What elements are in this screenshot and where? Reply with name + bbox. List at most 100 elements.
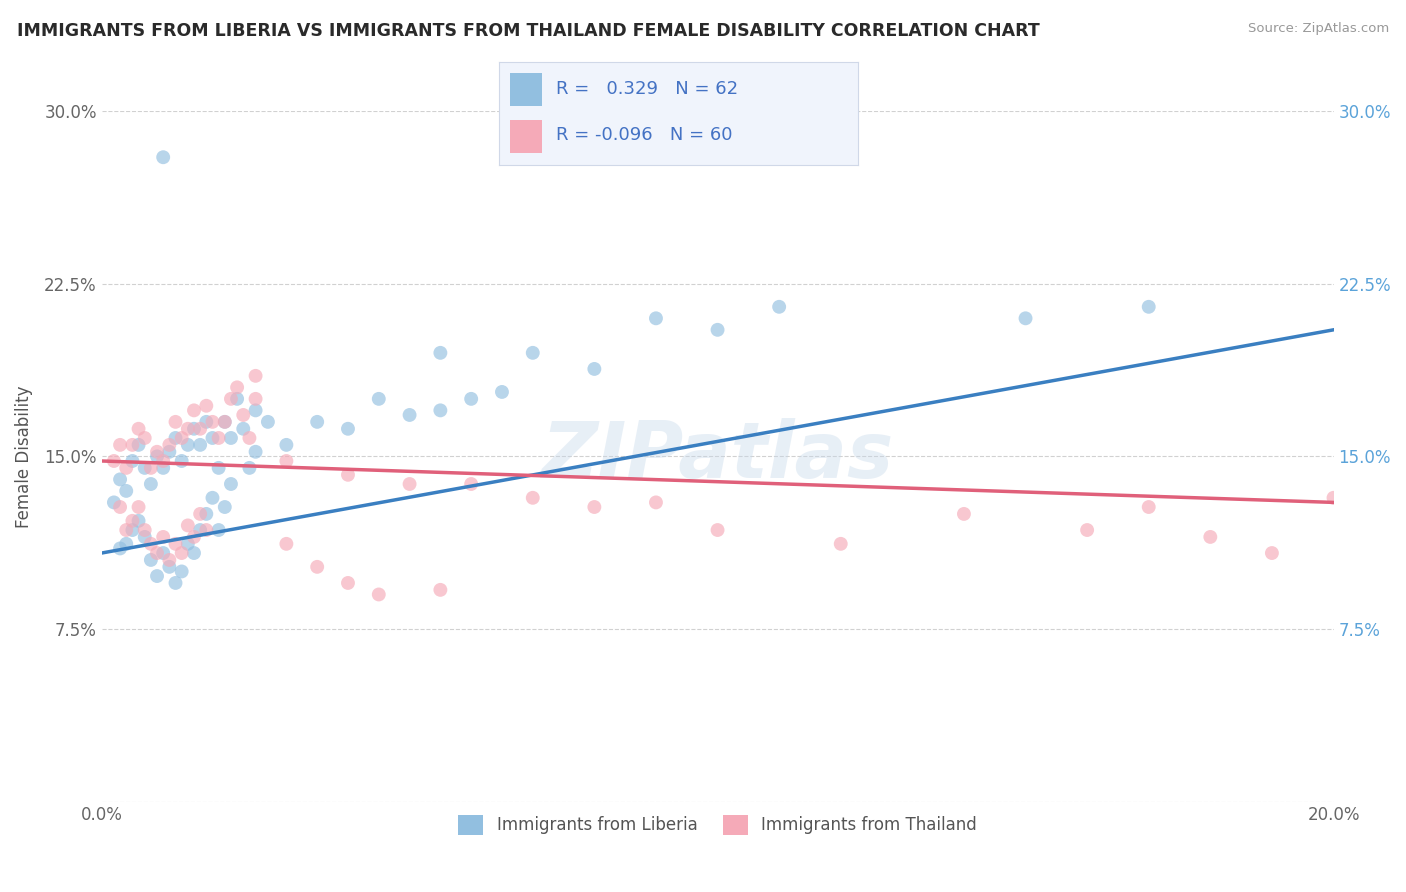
Point	[146, 546, 169, 560]
Point	[121, 438, 143, 452]
Point	[115, 483, 138, 498]
Point	[134, 461, 156, 475]
Point	[429, 582, 451, 597]
Point	[139, 553, 162, 567]
Point	[491, 384, 513, 399]
Point	[522, 346, 544, 360]
Point	[953, 507, 976, 521]
Point	[232, 422, 254, 436]
Text: R =   0.329   N = 62: R = 0.329 N = 62	[557, 79, 738, 97]
Point	[768, 300, 790, 314]
Point	[207, 523, 229, 537]
Point	[115, 461, 138, 475]
Point	[214, 415, 236, 429]
Point	[201, 415, 224, 429]
Point	[146, 450, 169, 464]
Point	[121, 454, 143, 468]
Point	[183, 546, 205, 560]
Point	[219, 431, 242, 445]
Point	[170, 431, 193, 445]
Point	[128, 514, 150, 528]
Point	[245, 368, 267, 383]
Point	[165, 415, 187, 429]
Point	[128, 438, 150, 452]
Point	[188, 438, 211, 452]
Point	[177, 537, 200, 551]
Point	[115, 537, 138, 551]
Bar	[510, 120, 543, 153]
Point	[398, 408, 420, 422]
Point	[108, 472, 131, 486]
Point	[1137, 500, 1160, 514]
Point	[152, 150, 174, 164]
Point	[245, 392, 267, 406]
Point	[134, 431, 156, 445]
Y-axis label: Female Disability: Female Disability	[15, 385, 32, 528]
Point	[188, 523, 211, 537]
Point	[522, 491, 544, 505]
Point	[165, 576, 187, 591]
Point	[139, 461, 162, 475]
Point	[103, 454, 125, 468]
Point	[183, 403, 205, 417]
Point	[157, 559, 180, 574]
Point	[201, 491, 224, 505]
Point	[177, 438, 200, 452]
Point	[429, 346, 451, 360]
Point	[152, 461, 174, 475]
Point	[232, 408, 254, 422]
Point	[188, 422, 211, 436]
Point	[177, 422, 200, 436]
Point	[128, 500, 150, 514]
Point	[1137, 300, 1160, 314]
Point	[238, 461, 260, 475]
Point	[195, 507, 218, 521]
Point	[367, 392, 389, 406]
Point	[706, 523, 728, 537]
Point	[276, 537, 298, 551]
Point	[1076, 523, 1098, 537]
Point	[307, 415, 329, 429]
Point	[139, 537, 162, 551]
Point	[108, 500, 131, 514]
Point	[336, 422, 359, 436]
Point	[165, 431, 187, 445]
Point	[195, 523, 218, 537]
Point	[367, 587, 389, 601]
Point	[830, 537, 852, 551]
Bar	[510, 73, 543, 105]
Point	[157, 438, 180, 452]
Point	[134, 523, 156, 537]
Point	[183, 422, 205, 436]
Point	[460, 477, 482, 491]
Point	[460, 392, 482, 406]
Point	[226, 380, 249, 394]
Point	[398, 477, 420, 491]
Point	[170, 454, 193, 468]
Point	[146, 444, 169, 458]
Point	[170, 565, 193, 579]
Point	[226, 392, 249, 406]
Point	[1199, 530, 1222, 544]
Point	[157, 553, 180, 567]
Point	[121, 523, 143, 537]
Point	[152, 454, 174, 468]
Point	[152, 546, 174, 560]
Point	[583, 362, 606, 376]
Point	[245, 444, 267, 458]
Point	[195, 415, 218, 429]
Point	[219, 477, 242, 491]
Text: Source: ZipAtlas.com: Source: ZipAtlas.com	[1249, 22, 1389, 36]
Point	[103, 495, 125, 509]
Point	[336, 576, 359, 591]
Point	[152, 530, 174, 544]
Point	[276, 454, 298, 468]
Point	[214, 500, 236, 514]
Point	[645, 495, 668, 509]
Point	[238, 431, 260, 445]
Text: R = -0.096   N = 60: R = -0.096 N = 60	[557, 126, 733, 144]
Point	[134, 530, 156, 544]
Point	[157, 444, 180, 458]
Point	[115, 523, 138, 537]
Point	[207, 461, 229, 475]
